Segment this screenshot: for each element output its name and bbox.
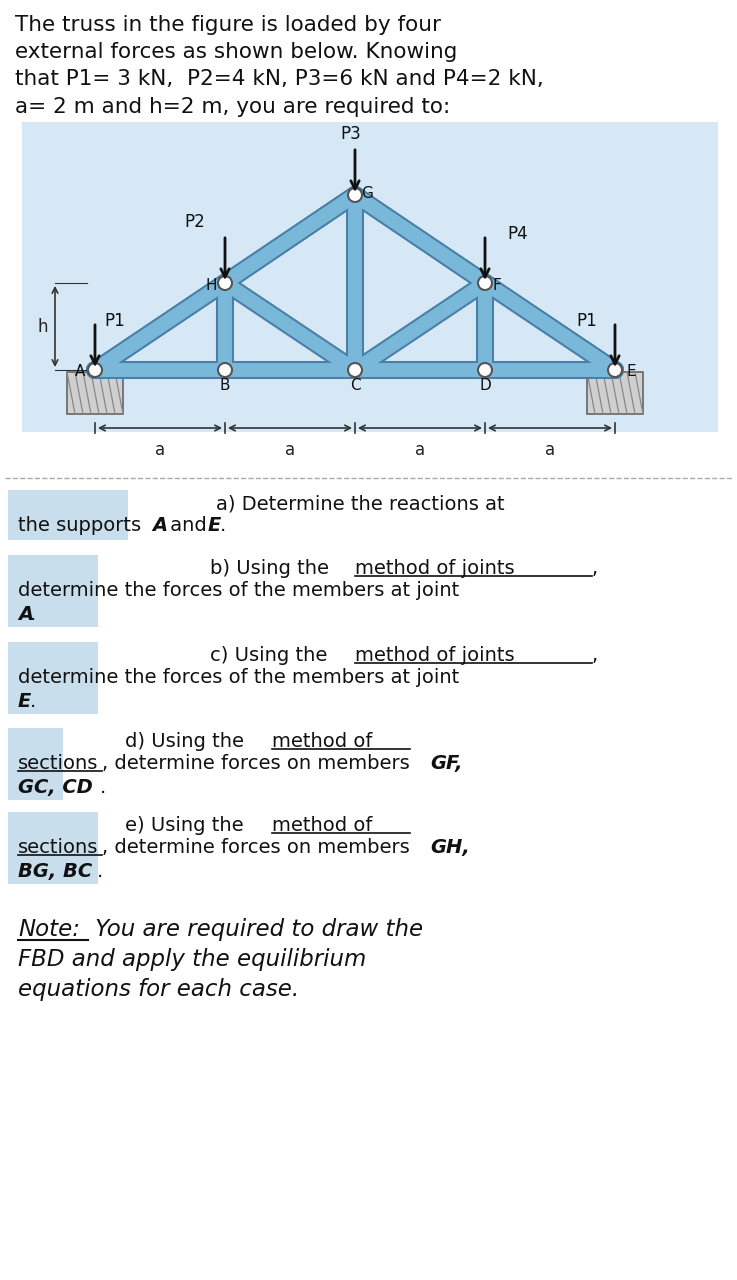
Text: B: B [220, 378, 230, 393]
Text: FBD and apply the equilibrium: FBD and apply the equilibrium [18, 948, 366, 972]
Text: c) Using the: c) Using the [210, 646, 334, 666]
Text: .: . [30, 692, 36, 710]
Bar [8, 812, 98, 884]
Bar [67, 372, 123, 413]
Circle shape [348, 364, 362, 378]
Circle shape [348, 188, 362, 202]
Text: determine the forces of the members at joint: determine the forces of the members at j… [18, 668, 459, 687]
Text: G: G [361, 186, 373, 201]
Circle shape [608, 364, 622, 378]
Text: a: a [545, 442, 555, 460]
Text: .: . [30, 605, 36, 623]
Text: a: a [285, 442, 295, 460]
Text: determine the forces of the members at joint: determine the forces of the members at j… [18, 581, 459, 600]
Text: ,: , [592, 646, 598, 666]
Text: F: F [492, 278, 501, 293]
Text: and: and [164, 516, 213, 535]
Text: method of joints: method of joints [355, 646, 514, 666]
Text: P3: P3 [340, 125, 361, 143]
Text: E: E [18, 692, 32, 710]
Text: ,: , [592, 559, 598, 579]
Text: e) Using the: e) Using the [125, 817, 250, 835]
Text: The truss in the figure is loaded by four
external forces as shown below. Knowin: The truss in the figure is loaded by fou… [15, 15, 544, 116]
Text: P4: P4 [508, 225, 528, 243]
Bar [22, 122, 718, 431]
Text: A: A [18, 605, 33, 623]
Text: E: E [208, 516, 221, 535]
Text: .: . [220, 516, 226, 535]
Text: GF,: GF, [430, 754, 463, 773]
Text: A: A [152, 516, 167, 535]
Bar [8, 490, 128, 540]
Bar [587, 372, 643, 413]
Text: .: . [97, 861, 103, 881]
Circle shape [478, 364, 492, 378]
Text: method of: method of [272, 817, 372, 835]
Text: , determine forces on members: , determine forces on members [102, 754, 416, 773]
Circle shape [218, 364, 232, 378]
Text: P1: P1 [105, 312, 125, 330]
Text: b) Using the: b) Using the [210, 559, 335, 579]
Text: h: h [38, 317, 48, 335]
Text: BG, BC: BG, BC [18, 861, 92, 881]
Text: Note:: Note: [18, 918, 80, 941]
Text: a) Determine the reactions at: a) Determine the reactions at [216, 494, 504, 513]
Text: method of: method of [272, 732, 372, 751]
Text: P2: P2 [185, 212, 206, 230]
Text: D: D [479, 378, 491, 393]
Text: sections: sections [18, 838, 98, 858]
Text: the supports: the supports [18, 516, 147, 535]
Text: , determine forces on members: , determine forces on members [102, 838, 416, 858]
Text: GC, CD: GC, CD [18, 778, 93, 797]
Circle shape [478, 276, 492, 291]
Text: method of joints: method of joints [355, 559, 514, 579]
Text: E: E [626, 365, 636, 379]
Bar [8, 728, 63, 800]
Bar [8, 556, 98, 627]
Text: C: C [349, 378, 360, 393]
Text: H: H [205, 278, 217, 293]
Text: d) Using the: d) Using the [125, 732, 251, 751]
Text: a: a [415, 442, 425, 460]
Text: P1: P1 [576, 312, 598, 330]
Circle shape [88, 364, 102, 378]
Bar [8, 643, 98, 714]
Text: You are required to draw the: You are required to draw the [88, 918, 423, 941]
Text: sections: sections [18, 754, 98, 773]
Text: GH,: GH, [430, 838, 469, 858]
Text: A: A [75, 365, 85, 379]
Text: a: a [155, 442, 165, 460]
Text: .: . [100, 778, 106, 797]
Circle shape [218, 276, 232, 291]
Text: equations for each case.: equations for each case. [18, 978, 299, 1001]
